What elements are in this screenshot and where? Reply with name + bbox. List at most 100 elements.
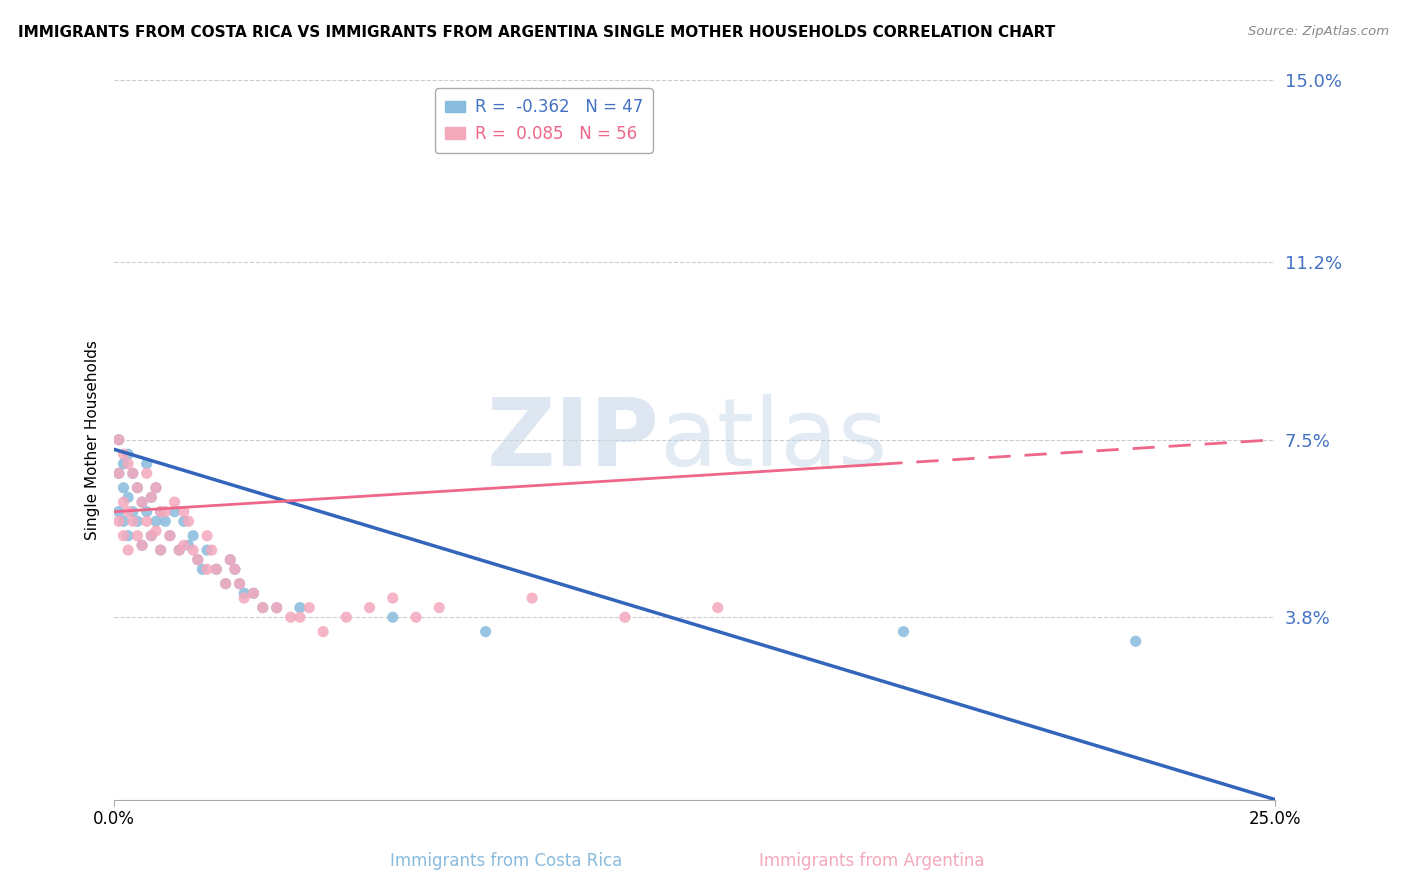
Point [266,600,288,615]
Point [155,505,177,519]
Point [127,481,149,495]
Point [173,514,195,528]
Point [117,447,139,461]
Point [228,576,250,591]
Point [145,481,167,495]
Point [177,514,200,528]
Point [145,514,167,528]
Point [252,600,274,615]
Point [135,514,157,528]
Point [288,600,311,615]
Point [266,600,288,615]
Point [187,552,209,566]
Text: atlas: atlas [659,393,889,486]
Point [127,529,149,543]
Point [288,610,311,624]
Point [224,562,246,576]
Point [149,543,172,558]
Point [181,543,204,558]
Point [135,467,157,481]
Point [112,495,135,509]
Point [242,586,264,600]
Text: Immigrants from Costa Rica: Immigrants from Costa Rica [389,852,623,870]
Point [141,529,163,543]
Point [252,600,274,615]
Point [155,514,177,528]
Point [121,514,143,528]
Point [108,433,131,447]
Point [121,467,143,481]
Point [131,538,153,552]
Point [141,529,163,543]
Point [141,491,163,505]
Point [131,538,153,552]
Text: IMMIGRANTS FROM COSTA RICA VS IMMIGRANTS FROM ARGENTINA SINGLE MOTHER HOUSEHOLDS: IMMIGRANTS FROM COSTA RICA VS IMMIGRANTS… [18,25,1056,40]
Point [228,576,250,591]
Point [359,600,381,615]
Point [233,586,256,600]
Point [108,467,131,481]
Point [167,543,190,558]
Point [224,562,246,576]
Point [893,624,915,639]
Point [117,529,139,543]
Point [112,529,135,543]
Point [135,505,157,519]
Point [108,433,131,447]
Point [312,624,335,639]
Point [149,505,172,519]
Point [233,591,256,605]
Y-axis label: Single Mother Households: Single Mother Households [86,340,100,540]
Point [167,543,190,558]
Point [405,610,427,624]
Point [214,576,236,591]
Point [117,491,139,505]
Point [131,495,153,509]
Point [195,562,218,576]
Point [707,600,730,615]
Point [520,591,543,605]
Point [121,467,143,481]
Point [195,529,218,543]
Point [117,543,139,558]
Point [108,505,131,519]
Legend: R =  -0.362   N = 47, R =  0.085   N = 56: R = -0.362 N = 47, R = 0.085 N = 56 [434,88,652,153]
Point [201,543,224,558]
Point [613,610,636,624]
Point [173,505,195,519]
Point [108,467,131,481]
Point [1125,634,1147,648]
Point [195,543,218,558]
Point [117,457,139,471]
Point [149,505,172,519]
Point [112,514,135,528]
Point [127,514,149,528]
Point [173,538,195,552]
Point [112,481,135,495]
Text: ZIP: ZIP [486,393,659,486]
Point [205,562,228,576]
Point [219,552,242,566]
Point [205,562,228,576]
Text: Immigrants from Argentina: Immigrants from Argentina [759,852,984,870]
Point [214,576,236,591]
Point [127,481,149,495]
Point [381,610,404,624]
Point [145,524,167,538]
Point [163,505,186,519]
Point [191,562,214,576]
Point [427,600,450,615]
Point [135,457,157,471]
Point [242,586,264,600]
Point [149,543,172,558]
Point [335,610,357,624]
Point [121,505,143,519]
Point [112,457,135,471]
Point [177,538,200,552]
Point [163,495,186,509]
Point [181,529,204,543]
Point [159,529,181,543]
Point [280,610,302,624]
Point [108,514,131,528]
Point [381,591,404,605]
